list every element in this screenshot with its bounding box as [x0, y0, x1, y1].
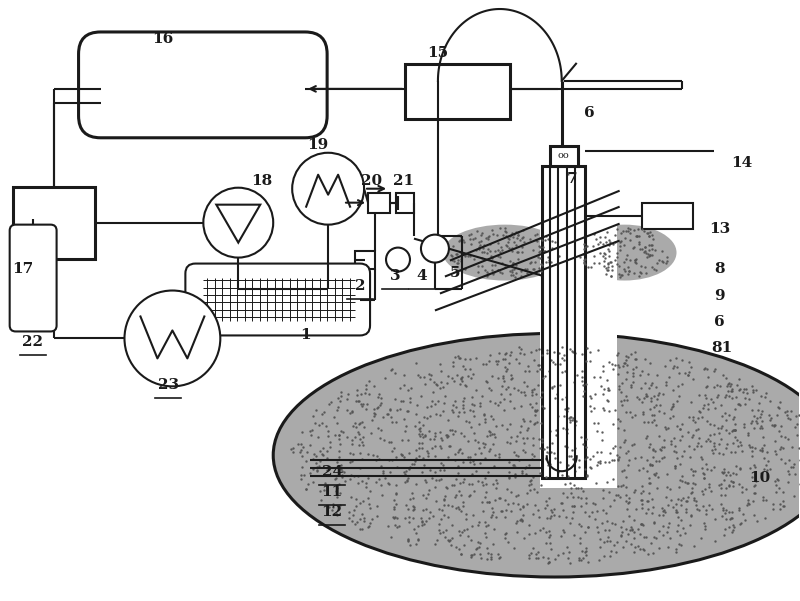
- Text: 24: 24: [322, 465, 342, 479]
- Text: 7: 7: [566, 172, 577, 186]
- Text: 21: 21: [394, 174, 414, 188]
- Bar: [396, 193, 414, 213]
- Circle shape: [292, 153, 364, 225]
- Circle shape: [203, 188, 274, 258]
- Bar: [540, 166, 617, 488]
- Bar: [550, 146, 578, 166]
- Circle shape: [125, 290, 220, 386]
- Text: 6: 6: [584, 106, 595, 120]
- Bar: [642, 203, 694, 228]
- Ellipse shape: [443, 225, 566, 281]
- Text: 9: 9: [714, 288, 725, 302]
- FancyBboxPatch shape: [10, 225, 57, 331]
- Ellipse shape: [573, 225, 677, 281]
- Text: 18: 18: [252, 174, 273, 188]
- Text: 16: 16: [152, 32, 173, 46]
- Ellipse shape: [274, 334, 800, 577]
- Circle shape: [386, 248, 410, 272]
- Text: 8: 8: [714, 261, 725, 275]
- Text: 17: 17: [12, 261, 34, 275]
- Text: 13: 13: [709, 222, 730, 236]
- Text: 1: 1: [300, 328, 310, 343]
- Polygon shape: [216, 205, 260, 243]
- Text: 3: 3: [390, 269, 400, 282]
- Text: 22: 22: [22, 335, 43, 349]
- Bar: [13, 187, 94, 258]
- Bar: [405, 64, 510, 119]
- Bar: [368, 193, 390, 213]
- Text: 23: 23: [158, 379, 179, 392]
- FancyBboxPatch shape: [78, 32, 327, 138]
- Text: 12: 12: [322, 505, 342, 519]
- Text: 10: 10: [749, 471, 770, 485]
- Bar: [542, 166, 585, 478]
- Text: 20: 20: [362, 174, 382, 188]
- Text: oo: oo: [558, 151, 570, 160]
- Text: 6: 6: [714, 316, 725, 329]
- Text: 81: 81: [711, 341, 732, 355]
- Text: 5: 5: [450, 266, 460, 279]
- Text: 19: 19: [307, 138, 329, 152]
- Text: 4: 4: [417, 269, 427, 282]
- FancyBboxPatch shape: [186, 264, 370, 335]
- Text: 2: 2: [355, 278, 366, 293]
- Text: 11: 11: [322, 485, 342, 499]
- Bar: [355, 251, 375, 269]
- Circle shape: [421, 234, 449, 263]
- Text: 14: 14: [730, 156, 752, 169]
- Text: 15: 15: [427, 46, 449, 60]
